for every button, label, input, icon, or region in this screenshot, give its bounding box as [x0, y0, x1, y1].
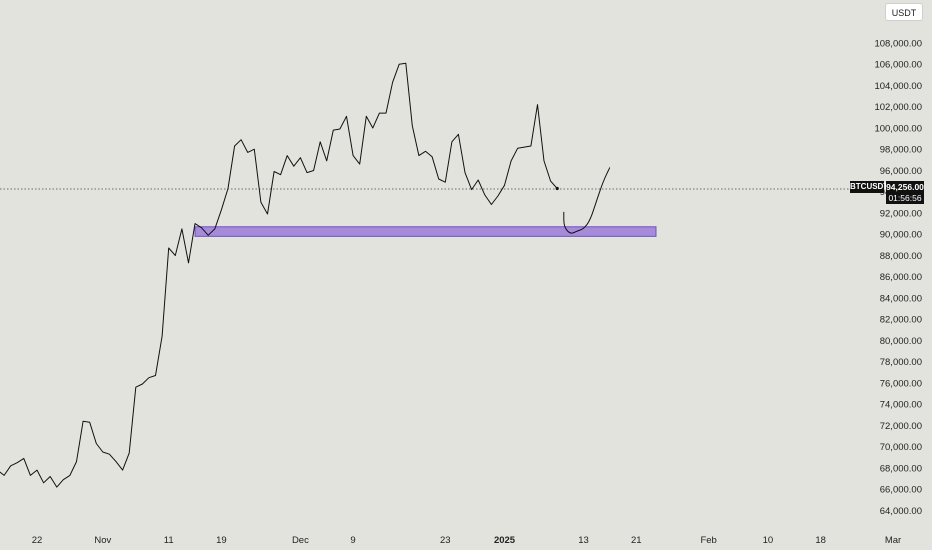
y-tick-label: 90,000.00	[880, 230, 922, 241]
y-tick-label: 96,000.00	[880, 166, 922, 177]
candle-countdown: 01:56:56	[886, 193, 924, 204]
series-layer	[0, 62, 611, 488]
y-tick-label: 92,000.00	[880, 208, 922, 219]
y-tick-label: 108,000.00	[874, 38, 922, 49]
y-tick-label: 64,000.00	[880, 506, 922, 517]
last-price-label: 94,256.00	[886, 181, 924, 193]
x-tick-label: 10	[763, 535, 774, 546]
y-tick-label: 78,000.00	[880, 357, 922, 368]
x-tick-label: 18	[815, 535, 826, 546]
projection-curve	[563, 166, 611, 234]
y-tick-label: 82,000.00	[880, 315, 922, 326]
y-tick-label: 84,000.00	[880, 293, 922, 304]
y-tick-label: 72,000.00	[880, 421, 922, 432]
y-tick-label: 98,000.00	[880, 145, 922, 156]
x-tick-label: Dec	[292, 535, 309, 546]
y-tick-label: 68,000.00	[880, 463, 922, 474]
y-tick-label: 86,000.00	[880, 272, 922, 283]
x-tick-label: 11	[164, 535, 174, 546]
y-tick-label: 102,000.00	[874, 102, 922, 113]
y-tick-label: 80,000.00	[880, 336, 922, 347]
x-tick-label: Mar	[885, 535, 901, 546]
support-zone-rect[interactable]	[194, 226, 657, 237]
y-axis[interactable]: 64,000.00 66,000.00 68,000.00 70,000.00 72,0…	[874, 38, 922, 516]
y-tick-label: 74,000.00	[880, 400, 922, 411]
x-tick-label: Feb	[700, 535, 716, 546]
last-price-tag: BTCUSDT 94,256.00 01:56:56	[850, 181, 924, 205]
currency-selector-button[interactable]: USDT	[885, 3, 923, 21]
x-tick-label: 23	[440, 535, 451, 546]
y-tick-label: 100,000.00	[874, 123, 922, 134]
x-tick-label: 21	[631, 535, 642, 546]
support-zone-layer	[194, 226, 657, 237]
x-tick-label: 9	[350, 535, 355, 546]
x-tick-label: Nov	[94, 535, 111, 546]
price-series-line	[0, 62, 558, 488]
y-tick-label: 70,000.00	[880, 442, 922, 453]
x-tick-label: 22	[32, 535, 43, 546]
last-price-dot	[555, 186, 559, 191]
x-tick-label: 19	[216, 535, 227, 546]
y-tick-label: 66,000.00	[880, 485, 922, 496]
x-tick-label: 2025	[494, 535, 516, 546]
symbol-label: BTCUSDT	[850, 181, 889, 193]
x-axis[interactable]: 22 Nov 11 19 Dec 9 23 2025 13 21 Feb 10 18 Mar	[32, 535, 902, 546]
y-tick-label: 88,000.00	[880, 251, 922, 262]
y-tick-label: 104,000.00	[874, 81, 922, 92]
y-tick-label: 106,000.00	[874, 60, 922, 71]
y-tick-label: 76,000.00	[880, 378, 922, 389]
x-tick-label: 13	[578, 535, 589, 546]
